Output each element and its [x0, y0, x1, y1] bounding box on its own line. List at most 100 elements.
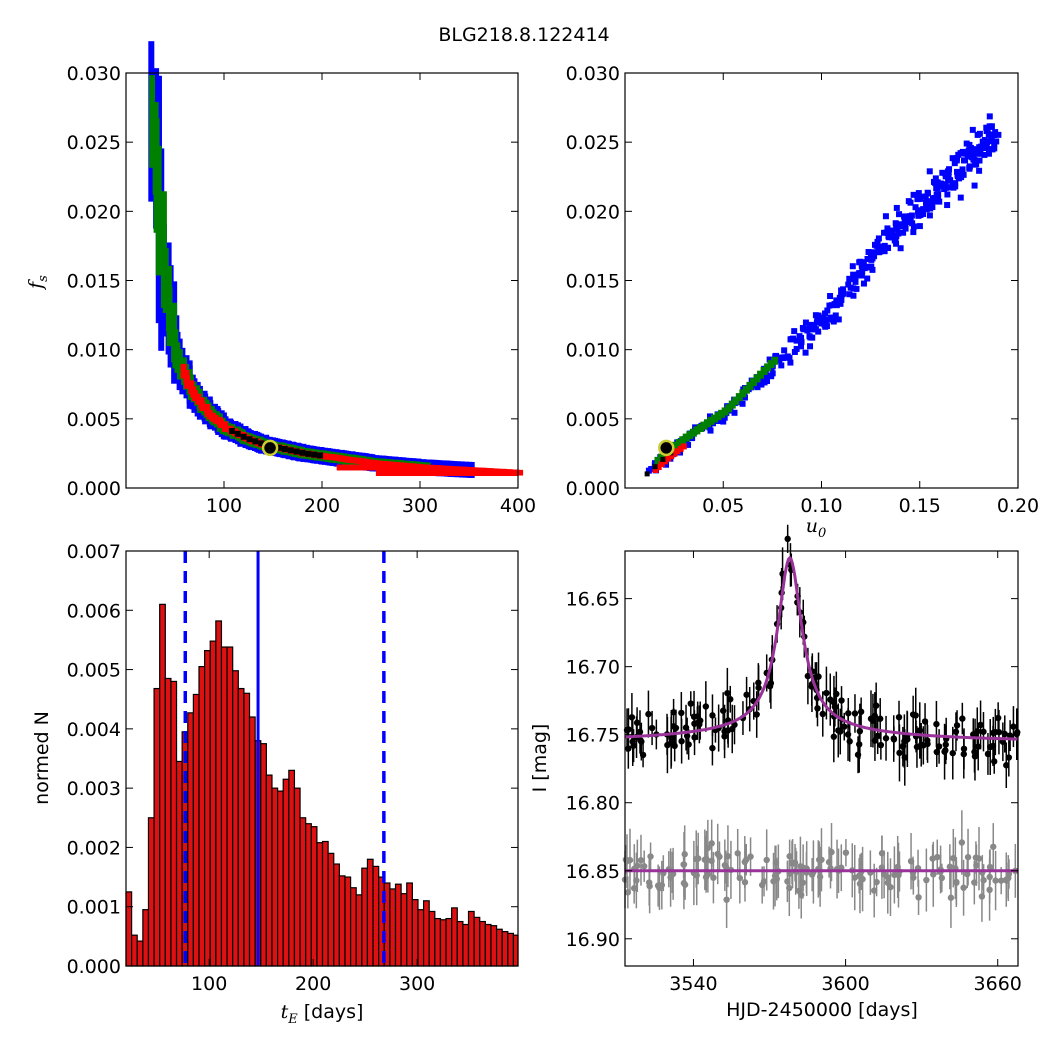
histogram-bar [327, 852, 335, 967]
residual-point [842, 849, 850, 856]
histogram-bar [142, 909, 150, 967]
histogram-bar [220, 646, 228, 967]
heatmap-cell [920, 206, 927, 213]
histogram-bar [277, 790, 284, 967]
heatmap-cell [166, 286, 173, 347]
residual-point [947, 894, 955, 901]
heatmap-cell [864, 255, 871, 262]
te-fs-x-tick-label: 100 [206, 495, 242, 517]
residual-point [950, 854, 957, 862]
data-point [846, 738, 853, 745]
data-point [683, 732, 691, 740]
heatmap-cell [711, 414, 719, 423]
heatmap-cell [706, 413, 713, 420]
u0-fs-x-tick-label: 0.10 [800, 495, 842, 517]
heatmap-cell [464, 466, 471, 473]
histogram-bar [428, 910, 436, 967]
data-point [687, 700, 694, 707]
heatmap-cell [945, 169, 952, 176]
heatmap-cell [240, 433, 247, 440]
heatmap-cell [741, 394, 748, 401]
heatmap-cell [968, 147, 975, 154]
heatmap-cell [881, 248, 888, 255]
panel-te-fs-ticks: 100 200 300 400 0.000 0.005 0.010 0.015 0.020 0.0… [67, 63, 537, 517]
heatmap-cell [839, 291, 846, 298]
heatmap-cell [742, 385, 750, 394]
data-point [702, 703, 710, 710]
heatmap-cell [206, 409, 213, 420]
residual-point [880, 871, 888, 878]
panel-te-histogram-xlabel: tE [days] [281, 1001, 364, 1027]
histogram-bar [209, 640, 217, 967]
histogram-bar [512, 934, 519, 967]
heatmap-cell [865, 249, 872, 256]
data-point [959, 715, 966, 722]
panel-u0-fs-heatmap [644, 113, 1002, 477]
heatmap-cell [976, 167, 983, 174]
heatmap-cell [652, 464, 658, 470]
heatmap-cell [356, 457, 363, 465]
histogram-bar [366, 858, 374, 967]
heatmap-cell [155, 145, 162, 276]
data-point [1005, 754, 1013, 761]
data-point [628, 714, 636, 721]
heatmap-cell [707, 416, 715, 425]
heatmap-cell [884, 225, 891, 232]
residual-point [637, 857, 645, 864]
histogram-bar [265, 774, 273, 967]
heatmap-cell [696, 423, 704, 432]
residual-point [946, 863, 954, 870]
data-point [851, 710, 859, 717]
histogram-bar [316, 842, 324, 967]
light-curve-y-tick-label: 16.80 [566, 793, 620, 815]
heatmap-cell [739, 389, 747, 398]
heatmap-cell [714, 412, 722, 421]
heatmap-cell [930, 178, 937, 185]
heatmap-cell [984, 126, 991, 133]
heatmap-cell [889, 227, 896, 234]
panel-te-histogram-ylabel: normed N [31, 711, 53, 805]
heatmap-cell [917, 211, 924, 218]
data-point [633, 719, 641, 726]
data-point [960, 750, 967, 758]
histogram-bar [260, 743, 267, 967]
heatmap-cell [852, 278, 859, 285]
u0-fs-y-tick-label: 0.010 [566, 340, 620, 362]
histogram-bar [215, 620, 223, 967]
heatmap-cell [689, 428, 697, 437]
data-point [1003, 762, 1010, 769]
heatmap-cell [191, 390, 198, 402]
heatmap-cell [802, 349, 809, 356]
residual-point [645, 879, 653, 886]
heatmap-cell [923, 206, 930, 213]
data-point [766, 683, 774, 690]
panel-light-curve-ylabel: I [mag] [529, 724, 551, 793]
data-point [709, 712, 716, 719]
residual-point [992, 877, 999, 884]
heatmap-cell [811, 322, 818, 329]
heatmap-cell [369, 459, 376, 466]
histogram-bar [175, 760, 183, 967]
heatmap-cell [693, 426, 701, 435]
heatmap-cell [853, 285, 860, 292]
heatmap-cell [820, 314, 827, 321]
residual-point [647, 853, 654, 860]
panel-te-histogram-xlabel-unit: [days] [298, 1001, 364, 1023]
heatmap-cell [917, 207, 924, 214]
residual-point [825, 858, 833, 866]
histogram-bar [389, 888, 397, 967]
u0-fs-y-tick-label: 0.030 [566, 63, 620, 85]
heatmap-cell [305, 450, 312, 457]
heatmap-cell [858, 270, 865, 277]
heatmap-cell [732, 396, 740, 405]
histogram-bar [204, 649, 211, 967]
data-point [952, 728, 960, 735]
panel-u0-fs-xlabel-subscript: 0 [818, 526, 826, 541]
heatmap-cell [798, 343, 805, 350]
panel-light-curve: 3540 3600 3660 16.65 16.70 16.75 16.80 16.85 16.… [529, 524, 1022, 1021]
histogram-bar [153, 687, 161, 967]
residual-point [978, 893, 986, 900]
heatmap-cell [679, 436, 687, 445]
u0-fs-x-tick-label: 0.15 [899, 495, 941, 517]
